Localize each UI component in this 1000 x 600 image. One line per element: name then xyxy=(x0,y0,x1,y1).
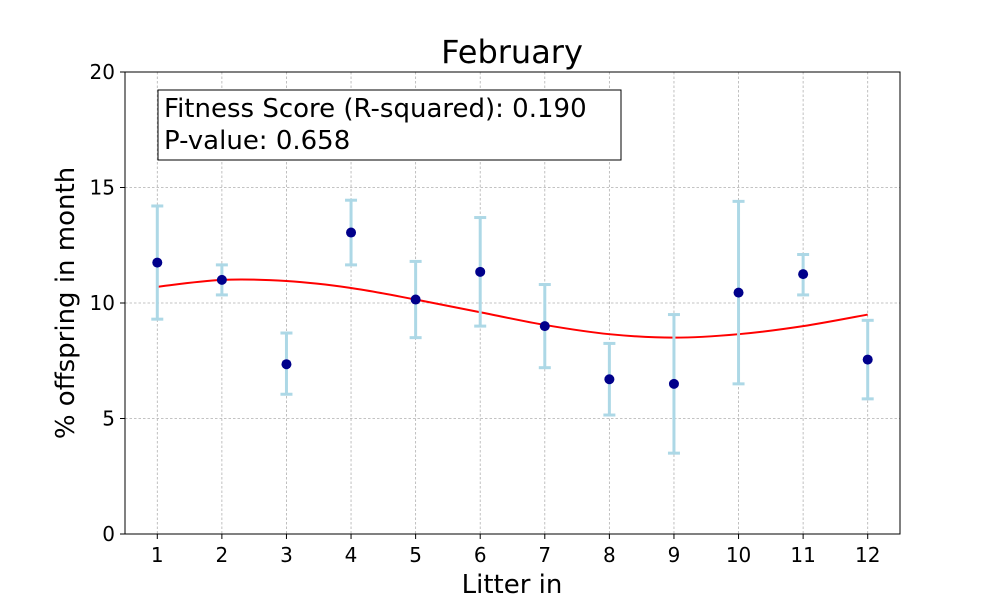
data-point xyxy=(862,354,873,365)
data-point xyxy=(281,359,292,370)
x-tick-label: 7 xyxy=(538,543,551,567)
x-tick-label: 12 xyxy=(855,543,880,567)
data-point xyxy=(152,257,163,268)
data-point xyxy=(604,374,615,385)
x-tick-label: 6 xyxy=(474,543,487,567)
data-point xyxy=(668,378,679,389)
y-tick-label: 15 xyxy=(90,176,115,200)
data-point xyxy=(410,294,421,305)
data-points xyxy=(152,227,873,389)
x-tick-label: 1 xyxy=(151,543,164,567)
y-axis-ticks: 0 5 10 15 20 xyxy=(90,60,125,546)
x-tick-label: 3 xyxy=(280,543,293,567)
x-tick-label: 9 xyxy=(668,543,681,567)
data-point xyxy=(733,287,744,298)
data-point xyxy=(539,321,550,332)
y-tick-label: 10 xyxy=(90,291,115,315)
x-tick-label: 4 xyxy=(345,543,358,567)
x-tick-label: 11 xyxy=(790,543,815,567)
fit-curve-layer xyxy=(157,278,868,339)
data-point xyxy=(216,274,227,285)
x-axis-label: Litter in xyxy=(462,570,563,600)
x-axis-ticks: 1 2 3 4 5 6 7 8 9 10 11 12 xyxy=(151,534,880,567)
annotation-p-value: P-value: 0.658 xyxy=(164,126,350,156)
data-point xyxy=(346,227,357,238)
y-tick-label: 0 xyxy=(102,522,115,546)
x-tick-label: 5 xyxy=(409,543,422,567)
fit-curve-line xyxy=(157,278,868,339)
annotation-r-squared: Fitness Score (R-squared): 0.190 xyxy=(164,94,587,124)
error-bars xyxy=(151,198,874,455)
chart-title: February xyxy=(441,33,583,71)
data-point xyxy=(475,266,486,277)
x-tick-label: 2 xyxy=(216,543,229,567)
annotation-frame xyxy=(157,89,622,161)
data-point xyxy=(798,269,809,280)
y-tick-label: 5 xyxy=(102,407,115,431)
y-tick-label: 20 xyxy=(90,60,115,84)
x-tick-label: 10 xyxy=(726,543,751,567)
x-tick-label: 8 xyxy=(603,543,616,567)
y-axis-label: % offspring in month xyxy=(51,167,81,439)
annotation-box: Fitness Score (R-squared): 0.190 P-value… xyxy=(157,89,622,161)
